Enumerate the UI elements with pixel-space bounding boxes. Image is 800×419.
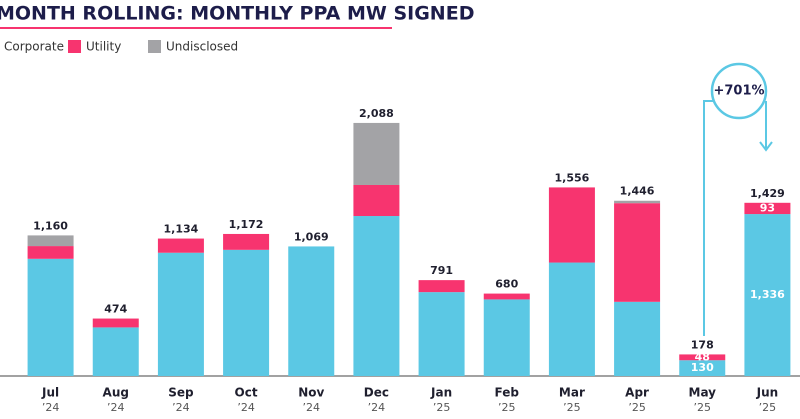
segment-label: 130 (691, 361, 714, 374)
bar-segment (483, 293, 530, 300)
legend-label: Corporate (4, 40, 64, 54)
x-tick-sublabel: ’24 (303, 401, 321, 414)
x-tick-sublabel: ’24 (107, 401, 125, 414)
bar-segment (92, 318, 139, 328)
x-tick-label: May (689, 386, 717, 400)
segment-label: 93 (760, 201, 775, 214)
bar-segment (548, 187, 595, 263)
bar-segment (353, 122, 400, 185)
x-tick-sublabel: ’24 (368, 401, 386, 414)
bar-segment (418, 292, 465, 376)
x-tick-label: Sep (168, 386, 194, 400)
bar-segment (744, 214, 791, 376)
title-underline (0, 27, 392, 29)
total-label: 791 (430, 264, 453, 277)
x-tick-sublabel: ’25 (694, 401, 712, 414)
bar-segment (353, 184, 400, 217)
bar-segment (157, 252, 204, 376)
bar-segment (418, 280, 465, 293)
x-tick-sublabel: ’25 (759, 401, 777, 414)
total-label: 1,160 (33, 219, 68, 232)
x-tick-label: Mar (559, 386, 585, 400)
bar-segment (288, 246, 335, 376)
bar-segment (744, 202, 791, 215)
total-label: 1,556 (555, 171, 590, 184)
x-tick-sublabel: ’25 (498, 401, 516, 414)
legend-swatch (68, 40, 81, 53)
total-label: 680 (495, 278, 518, 291)
x-tick-label: Apr (625, 386, 649, 400)
bar-segment (483, 299, 530, 376)
bar-segment (679, 360, 726, 376)
total-label: 178 (691, 338, 714, 351)
x-tick-label: Dec (364, 386, 389, 400)
bar-segment (614, 203, 661, 302)
bar-segment (92, 327, 139, 376)
legend-label: Utility (86, 40, 121, 54)
bar-segment (27, 258, 74, 376)
x-tick-label: Jul (41, 386, 59, 400)
legend-swatch (148, 40, 161, 53)
x-tick-label: Nov (298, 386, 324, 400)
x-tick-sublabel: ’25 (563, 401, 581, 414)
annotation: +701% (713, 84, 764, 99)
total-label: 1,134 (164, 223, 199, 236)
total-label: 1,446 (620, 185, 655, 198)
bar-segment (614, 200, 661, 204)
total-label: 474 (104, 303, 127, 316)
bar-segment (27, 235, 74, 247)
segment-label: 1,336 (750, 288, 785, 301)
x-tick-sublabel: ’24 (42, 401, 60, 414)
segment-label: 48 (695, 350, 710, 363)
x-tick-label: Jan (430, 386, 452, 400)
x-tick-label: Jun (756, 386, 779, 400)
bar-segment (614, 301, 661, 376)
chart-title: MONTH ROLLING: MONTHLY PPA MW SIGNED (0, 3, 474, 25)
x-tick-label: Feb (495, 386, 520, 400)
bar-segment (548, 262, 595, 376)
bar-segment (679, 354, 726, 361)
bar-segment (157, 238, 204, 253)
total-label: 2,088 (359, 107, 394, 120)
total-label: 1,429 (750, 187, 785, 200)
legend-label: Undisclosed (166, 40, 238, 54)
x-tick-label: Aug (103, 386, 129, 400)
x-tick-sublabel: ’24 (237, 401, 255, 414)
x-tick-sublabel: ’24 (172, 401, 190, 414)
bar-segment (223, 233, 270, 250)
total-label: 1,172 (229, 218, 264, 231)
annotation-connector (703, 62, 773, 336)
total-label: 1,069 (294, 230, 329, 243)
x-tick-sublabel: ’25 (628, 401, 646, 414)
x-tick-label: Oct (235, 386, 258, 400)
bar-segment (353, 216, 400, 376)
x-tick-sublabel: ’25 (433, 401, 451, 414)
bar-segment (223, 249, 270, 376)
bar-segment (27, 246, 74, 259)
